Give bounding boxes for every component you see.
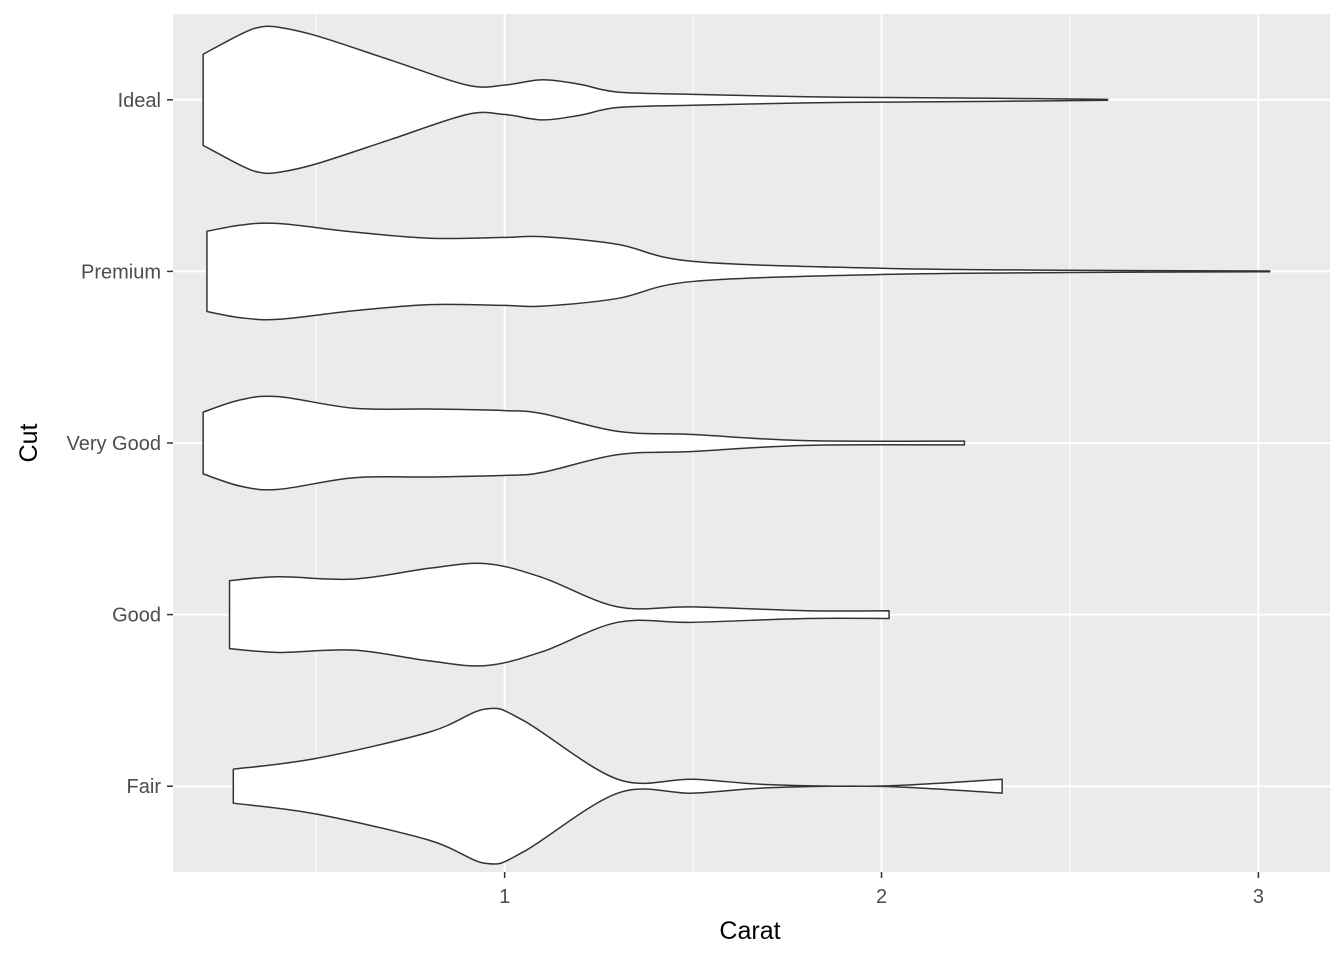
violin-ideal: [202, 25, 1109, 175]
y-tick-label: Ideal: [118, 90, 161, 112]
y-tick-label: Fair: [127, 776, 162, 798]
y-tick-label: Premium: [81, 261, 161, 283]
y-tick-label: Very Good: [66, 433, 161, 455]
violin-premium: [206, 222, 1271, 321]
violin-fair: [232, 707, 1003, 865]
x-tick-label: 3: [1253, 886, 1264, 908]
x-axis-title: Carat: [719, 917, 780, 945]
x-axis: 1 2 3: [499, 872, 1264, 908]
y-tick-label: Good: [112, 605, 161, 627]
violins: [202, 25, 1271, 865]
violin-very-good: [202, 395, 966, 491]
violin-good: [228, 562, 890, 667]
x-tick-label: 2: [876, 886, 887, 908]
x-tick-label: 1: [499, 886, 510, 908]
y-axis-title: Cut: [15, 423, 43, 462]
y-axis: Fair Good Very Good Premium Ideal: [66, 90, 173, 798]
